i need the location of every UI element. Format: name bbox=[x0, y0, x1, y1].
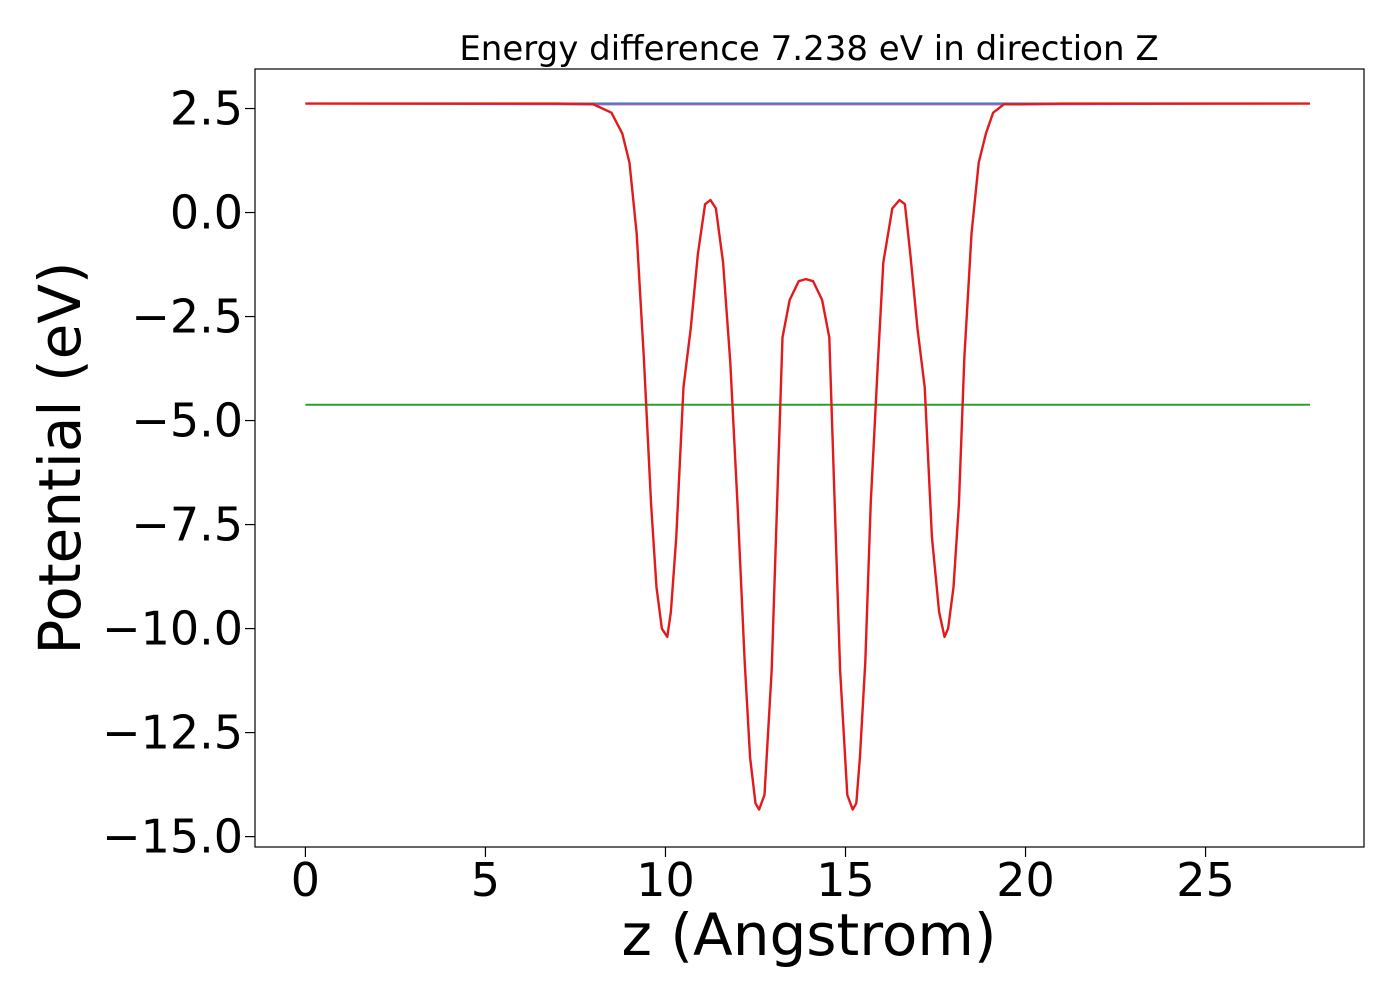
x-axis-label: z (Angstrom) bbox=[622, 901, 997, 969]
y-tick-label: 0.0 bbox=[170, 186, 243, 240]
y-tick-label: 2.5 bbox=[170, 82, 243, 136]
x-tick-label: 5 bbox=[471, 853, 500, 907]
x-axis-ticks: 0 5 10 15 20 25 bbox=[291, 847, 1235, 907]
y-tick-label: −5.0 bbox=[131, 394, 243, 448]
chart-title: Energy difference 7.238 eV in direction … bbox=[459, 29, 1158, 69]
y-axis-label: Potential (eV) bbox=[26, 261, 94, 654]
y-tick-label: −7.5 bbox=[131, 498, 243, 552]
x-tick-label: 0 bbox=[291, 853, 320, 907]
plot-frame bbox=[254, 68, 1365, 848]
x-tick-label: 10 bbox=[636, 853, 695, 907]
x-tick-label: 15 bbox=[816, 853, 875, 907]
y-axis-ticks: 2.5 0.0 −2.5 −5.0 −7.5 −10.0 −12.5 −15.0 bbox=[102, 82, 255, 864]
series-layer bbox=[305, 102, 1310, 811]
y-tick-label: −10.0 bbox=[102, 602, 243, 656]
y-tick-label: −2.5 bbox=[131, 290, 243, 344]
y-tick-label: −12.5 bbox=[102, 706, 243, 760]
y-tick-label: −15.0 bbox=[102, 810, 243, 864]
x-tick-label: 25 bbox=[1176, 853, 1235, 907]
series-line-3 bbox=[305, 102, 1310, 811]
x-tick-label: 20 bbox=[996, 853, 1055, 907]
